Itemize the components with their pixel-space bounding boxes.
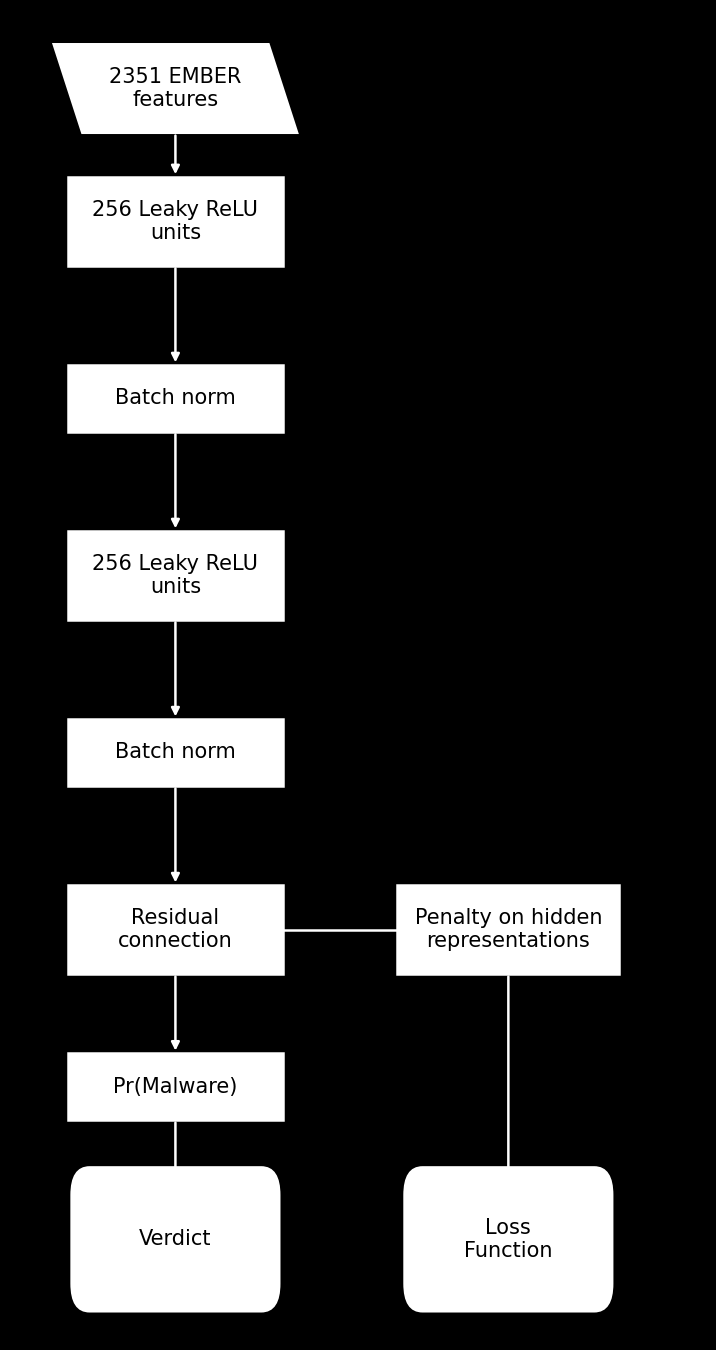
FancyBboxPatch shape: [72, 1168, 279, 1311]
FancyBboxPatch shape: [68, 720, 283, 786]
Text: Penalty on hidden
representations: Penalty on hidden representations: [415, 909, 602, 952]
FancyBboxPatch shape: [68, 531, 283, 620]
Text: Residual
connection: Residual connection: [118, 909, 233, 952]
Text: 2351 EMBER
features: 2351 EMBER features: [110, 68, 241, 111]
FancyBboxPatch shape: [405, 1168, 612, 1311]
Text: Batch norm: Batch norm: [115, 743, 236, 763]
Text: 256 Leaky ReLU
units: 256 Leaky ReLU units: [92, 200, 258, 243]
FancyBboxPatch shape: [68, 1053, 283, 1120]
FancyBboxPatch shape: [68, 177, 283, 266]
FancyBboxPatch shape: [68, 886, 283, 973]
Text: Pr(Malware): Pr(Malware): [113, 1077, 238, 1096]
FancyBboxPatch shape: [397, 886, 619, 973]
FancyBboxPatch shape: [68, 364, 283, 432]
Polygon shape: [54, 45, 297, 132]
Text: Batch norm: Batch norm: [115, 389, 236, 408]
Text: Verdict: Verdict: [139, 1230, 212, 1249]
Text: Loss
Function: Loss Function: [464, 1218, 553, 1261]
Text: 256 Leaky ReLU
units: 256 Leaky ReLU units: [92, 554, 258, 597]
